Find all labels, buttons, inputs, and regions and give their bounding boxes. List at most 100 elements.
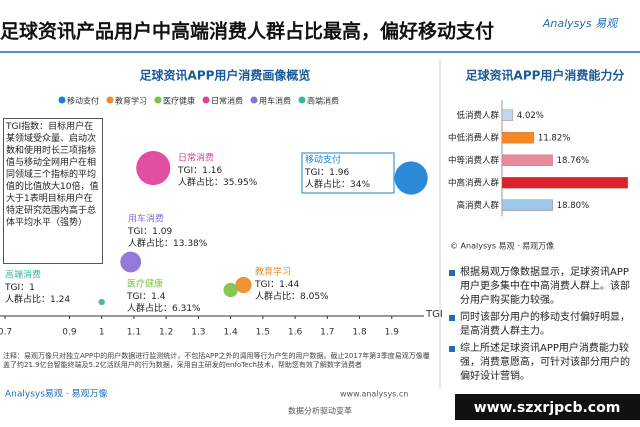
bar-value: 11.82% <box>538 133 570 143</box>
bubble <box>98 298 105 306</box>
legend-label: 医疗健康 <box>163 96 195 106</box>
legend-label: 教育学习 <box>115 96 147 106</box>
tgi-prefix: TGI： <box>4 283 29 293</box>
share-value: 6.31% <box>172 304 201 314</box>
legend-dot <box>250 96 258 104</box>
bubble-share: 人群占比：35.95% <box>178 176 258 188</box>
x-tick-label: 1.3 <box>191 328 205 338</box>
legend-dot <box>298 96 306 104</box>
bar-source: © Analysys 易观 · 易观万像 <box>450 241 554 251</box>
bar-category: 中低消费人群 <box>448 132 500 143</box>
bar <box>501 199 553 211</box>
footer-brand: Analysys易观 · 易观万像 <box>5 388 108 400</box>
bubble-name: 用车消费 <box>128 213 164 225</box>
share-prefix: 人群占比： <box>178 176 223 188</box>
bullet: 根据易观万像数据显示，足球资讯APP用户更多集中在中高消费人群上。该部分用户购买… <box>448 266 638 308</box>
legend-label: 移动支付 <box>67 96 99 106</box>
legend-dot <box>202 96 210 104</box>
share-value: 34% <box>350 180 370 190</box>
bullet: 同时该部分用户的移动支付偏好明显，是高消费人群主力。 <box>448 311 638 339</box>
bar-category: 高消费人群 <box>456 200 499 211</box>
bar <box>501 177 629 189</box>
legend-dot <box>106 96 114 104</box>
bar-value: 18.76% <box>557 156 589 166</box>
share-prefix: 人群占比： <box>5 293 50 305</box>
bubble-share: 人群占比：6.31% <box>127 302 201 314</box>
legend-dot <box>58 96 66 104</box>
footnote: 注释：易观万像只对独立APP中的用户数据进行监测统计，不包括APP之外的调用等行… <box>3 352 430 369</box>
tgi-prefix: TGI： <box>254 280 279 290</box>
bubble-title: 足球资讯APP用户消费画像概览 <box>140 68 311 83</box>
footer-site: www.analysys.cn <box>340 390 408 399</box>
tgi-note: TGI指数：目标用户在某领域受众量、启动次数和使用时长三项指标值与移动全网用户在… <box>3 118 103 264</box>
bar <box>501 109 514 121</box>
watermark-bg <box>455 394 640 420</box>
share-prefix: 人群占比： <box>305 178 350 190</box>
bar <box>501 154 553 166</box>
legend-label: 用车消费 <box>259 96 291 106</box>
x-tick-label: 0.7 <box>0 328 12 338</box>
bubble <box>235 276 252 294</box>
bar-category: 中高消费人群 <box>448 177 500 188</box>
tgi-prefix: TGI： <box>177 166 202 176</box>
legend-label: 高端消费 <box>307 96 339 106</box>
tgi-prefix: TGI： <box>127 227 152 237</box>
logo: Analysys 易观 <box>542 17 619 30</box>
bubble-share: 人群占比：13.38% <box>128 237 208 249</box>
bubble <box>394 161 428 195</box>
bubble <box>223 282 238 298</box>
bubble-tgi: TGI：1.4 <box>126 292 166 302</box>
label-box <box>301 152 395 194</box>
bubble-tgi: TGI：1.44 <box>254 280 299 290</box>
footer-slogan: 数据分析驱动变革 <box>288 406 352 416</box>
bubble-share: 人群占比：34% <box>305 178 370 190</box>
bullet: 综上所述足球资讯APP用户消费能力较强，消费意愿高，可针对该部分用户的偏好设计营… <box>448 342 638 384</box>
tgi-prefix: TGI： <box>126 292 151 302</box>
x-tick-label: 1 <box>99 328 105 338</box>
bar-title: 足球资讯APP用户消费能力分 <box>466 68 625 83</box>
tgi-prefix: TGI： <box>304 168 329 178</box>
tgi-value: 1.4 <box>151 292 166 302</box>
bar-value: 4.02% <box>517 111 544 121</box>
bubble-tgi: TGI：1.09 <box>127 227 172 237</box>
bubble-tgi: TGI：1 <box>4 283 35 293</box>
bar-value: 18.80% <box>557 201 589 211</box>
x-tick-label: 1.1 <box>127 328 141 338</box>
tgi-value: 1.16 <box>202 166 222 176</box>
tgi-value: 1.09 <box>152 227 172 237</box>
bar-category: 中等消费人群 <box>448 155 500 166</box>
bubble-name: 移动支付 <box>305 154 341 166</box>
share-prefix: 人群占比： <box>128 237 173 249</box>
bar <box>501 132 535 144</box>
bubble <box>120 251 142 273</box>
bubble <box>136 150 171 186</box>
tgi-value: 1 <box>29 283 35 293</box>
bullets: 根据易观万像数据显示，足球资讯APP用户更多集中在中高消费人群上。该部分用户购买… <box>448 266 638 388</box>
bubble-share: 人群占比：1.24 <box>5 293 70 305</box>
share-value: 1.24 <box>50 295 70 305</box>
tgi-value: 1.44 <box>279 280 299 290</box>
x-tick-label: 1.9 <box>385 328 400 338</box>
bar-category: 低消费人群 <box>456 110 499 121</box>
x-tick-label: 1.8 <box>352 328 367 338</box>
bubble-share: 人群占比：8.05% <box>255 290 329 302</box>
x-tick-label: 1.6 <box>288 328 303 338</box>
x-tick-label: 1.4 <box>223 328 238 338</box>
bubble-name: 医疗健康 <box>127 278 163 290</box>
legend-dot <box>154 96 162 104</box>
bubble-name: 日常消费 <box>178 152 214 164</box>
share-prefix: 人群占比： <box>255 290 300 302</box>
x-tick-label: 1.5 <box>256 328 270 338</box>
x-axis-label: TGI <box>425 309 443 320</box>
x-tick-label: 1.7 <box>320 328 334 338</box>
share-value: 13.38% <box>173 239 208 249</box>
share-value: 8.05% <box>300 292 329 302</box>
bubble-name: 高端消费 <box>5 269 41 281</box>
legend-label: 日常消费 <box>211 96 243 106</box>
bubble-tgi: TGI：1.96 <box>304 168 349 178</box>
share-value: 35.95% <box>223 178 258 188</box>
share-prefix: 人群占比： <box>127 302 172 314</box>
x-tick-label: 0.9 <box>62 328 77 338</box>
